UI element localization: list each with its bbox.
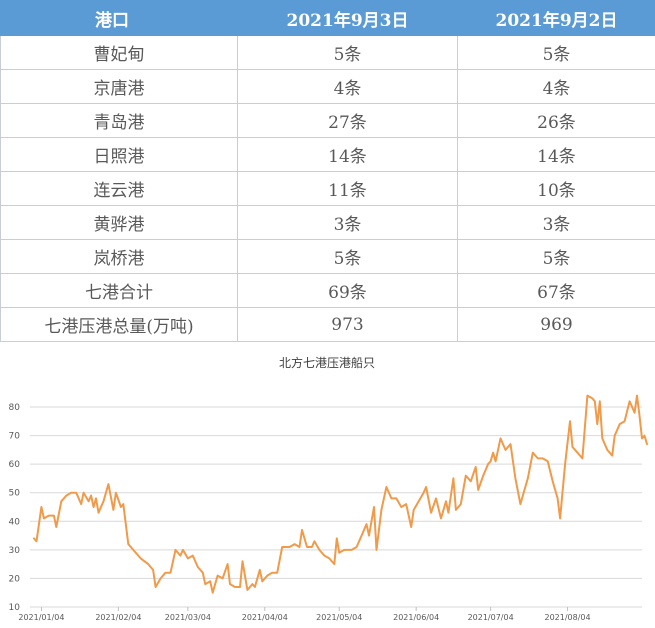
table-row: 连云港 11条 10条 [0, 171, 655, 206]
table-row: 黄骅港 3条 3条 [0, 205, 655, 240]
y-tick-label: 40 [9, 517, 21, 527]
table-row: 京唐港 4条 4条 [0, 69, 655, 104]
chart-series [33, 394, 648, 594]
table-row: 七港合计 69条 67条 [0, 273, 655, 308]
port-name-cell: 日照港 [0, 137, 238, 172]
port-congestion-table: 港口 2021年9月3日 2021年9月2日 曹妃甸 5条 5条 京唐港 4条 … [0, 0, 655, 342]
value-cell: 26条 [457, 103, 655, 138]
port-name-cell: 黄骅港 [0, 205, 238, 240]
header-port: 港口 [0, 0, 238, 36]
chart-title: 北方七港压港船只 [279, 355, 375, 370]
port-name-cell: 岚桥港 [0, 239, 238, 274]
y-axis-ticks: 10 20 30 40 50 60 70 80 [9, 403, 21, 613]
port-name-cell: 青岛港 [0, 103, 238, 138]
x-axis-ticks: 2021/01/04 2021/02/04 2021/03/04 2021/04/04… [18, 607, 591, 622]
port-name-cell: 曹妃甸 [0, 35, 238, 70]
value-cell: 4条 [237, 69, 458, 104]
port-name-cell: 七港合计 [0, 273, 238, 308]
x-tick-label: 2021/05/04 [316, 613, 362, 622]
y-tick-label: 30 [9, 546, 21, 556]
header-date-2: 2021年9月2日 [457, 0, 655, 36]
port-name-cell: 连云港 [0, 171, 238, 206]
value-cell: 5条 [457, 239, 655, 274]
y-tick-label: 70 [9, 432, 21, 442]
value-cell: 69条 [237, 273, 458, 308]
y-tick-label: 50 [9, 489, 21, 499]
value-cell: 969 [457, 307, 655, 342]
value-cell: 67条 [457, 273, 655, 308]
value-cell: 5条 [237, 35, 458, 70]
x-tick-label: 2021/01/04 [18, 613, 64, 622]
table-row: 日照港 14条 14条 [0, 137, 655, 172]
table-row: 青岛港 27条 26条 [0, 103, 655, 138]
value-cell: 3条 [457, 205, 655, 240]
series-line [33, 394, 648, 594]
value-cell: 10条 [457, 171, 655, 206]
value-cell: 27条 [237, 103, 458, 138]
port-name-cell: 七港压港总量(万吨) [0, 307, 238, 342]
value-cell: 5条 [237, 239, 458, 274]
value-cell: 11条 [237, 171, 458, 206]
value-cell: 5条 [457, 35, 655, 70]
value-cell: 4条 [457, 69, 655, 104]
x-tick-label: 2021/07/04 [468, 613, 514, 622]
table-row: 岚桥港 5条 5条 [0, 239, 655, 274]
x-tick-label: 2021/08/04 [544, 613, 590, 622]
value-cell: 3条 [237, 205, 458, 240]
x-tick-label: 2021/06/04 [393, 613, 439, 622]
table-row: 七港压港总量(万吨) 973 969 [0, 307, 655, 342]
port-name-cell: 京唐港 [0, 69, 238, 104]
value-cell: 14条 [237, 137, 458, 172]
table-row: 曹妃甸 5条 5条 [0, 35, 655, 70]
table-header-row: 港口 2021年9月3日 2021年9月2日 [0, 0, 655, 36]
x-tick-label: 2021/04/04 [242, 613, 288, 622]
y-tick-label: 20 [9, 574, 21, 584]
y-tick-label: 10 [9, 603, 21, 613]
y-tick-label: 80 [9, 403, 21, 413]
x-tick-label: 2021/02/04 [95, 613, 141, 622]
y-tick-label: 60 [9, 460, 21, 470]
x-tick-label: 2021/03/04 [165, 613, 211, 622]
value-cell: 973 [237, 307, 458, 342]
header-date-1: 2021年9月3日 [237, 0, 458, 36]
value-cell: 14条 [457, 137, 655, 172]
